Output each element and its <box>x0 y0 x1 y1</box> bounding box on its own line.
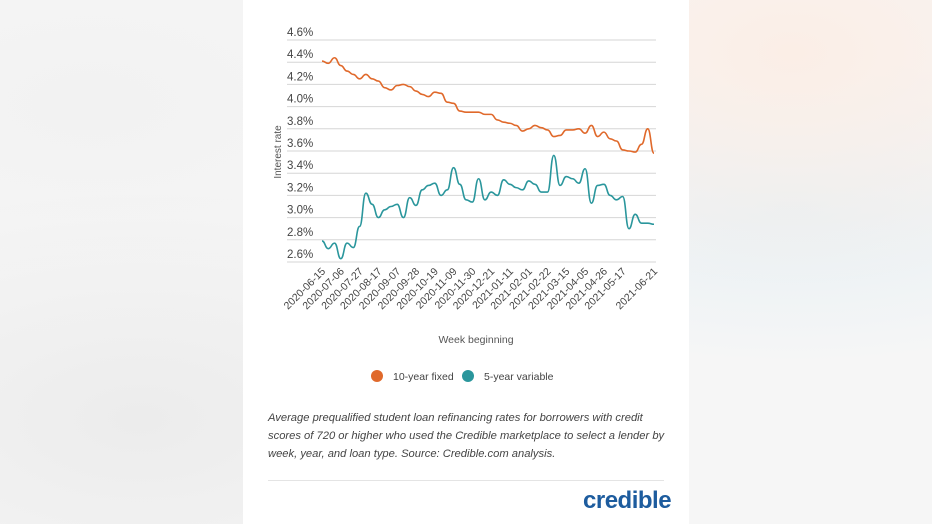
y-tick-label: 4.4% <box>287 49 313 61</box>
chart-caption: Average prequalified student loan refina… <box>268 412 665 460</box>
y-tick-label: 3.6% <box>287 138 313 150</box>
divider <box>268 480 664 481</box>
x-axis-label: Week beginning <box>438 334 513 346</box>
legend-marker <box>371 370 383 382</box>
legend-label: 10-year fixed <box>393 371 454 383</box>
y-tick-label: 3.2% <box>287 182 313 194</box>
series-line-10-year-fixed <box>321 56 655 155</box>
y-tick-label: 2.8% <box>287 227 313 239</box>
line-chart: 2.6% 2.8% 3.0% 3.2% 3.4% 3.6% 3.8% 4.0% 4.2% 4.4%… <box>273 27 660 383</box>
credible-logo: credible <box>583 487 672 514</box>
y-tick-label: 3.0% <box>287 205 313 217</box>
legend-label: 5-year variable <box>484 371 554 383</box>
y-tick-label: 3.8% <box>287 116 313 128</box>
y-tick-label: 3.4% <box>287 160 313 172</box>
y-tick-label: 4.6% <box>287 27 313 39</box>
legend-marker <box>462 370 474 382</box>
y-tick-label: 2.6% <box>287 249 313 261</box>
y-tick-label: 4.0% <box>287 94 313 106</box>
y-tick-label: 4.2% <box>287 71 313 83</box>
series-line-5-year-variable <box>321 154 655 260</box>
y-axis-label: Interest rate <box>273 125 284 179</box>
